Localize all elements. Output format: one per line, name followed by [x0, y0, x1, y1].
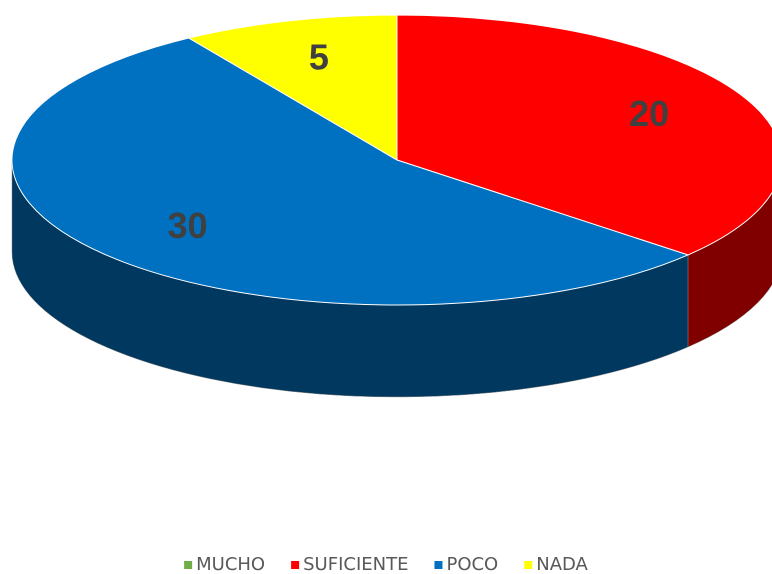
legend-swatch [184, 561, 193, 569]
data-label: 30 [167, 205, 207, 246]
legend-swatch [434, 561, 443, 569]
legend-swatch [291, 561, 300, 569]
legend-swatch [524, 561, 533, 569]
legend-label: NADA [536, 554, 588, 574]
data-label: 20 [629, 93, 669, 134]
legend-label: MUCHO [196, 554, 265, 574]
legend-label: POCO [446, 554, 498, 574]
pie-slice [187, 14, 398, 161]
pie-slice [396, 14, 772, 256]
data-label: 5 [309, 36, 329, 77]
legend-label: SUFICIENTE [303, 554, 408, 574]
pie-slice [11, 37, 690, 306]
